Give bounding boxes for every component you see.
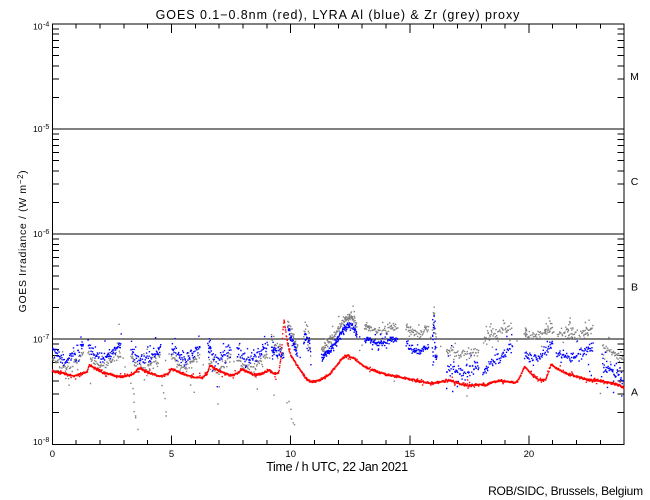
svg-text:ROB/SIDC, Brussels, Belgium: ROB/SIDC, Brussels, Belgium xyxy=(488,484,643,498)
svg-text:0: 0 xyxy=(50,449,55,460)
svg-text:10: 10 xyxy=(33,334,43,344)
svg-text:15: 15 xyxy=(405,449,416,460)
svg-text:10: 10 xyxy=(33,229,43,239)
svg-text:Time / h UTC, 22 Jan 2021: Time / h UTC, 22 Jan 2021 xyxy=(266,460,408,474)
svg-text:GOES Irradiance / (W m−2): GOES Irradiance / (W m−2) xyxy=(16,170,29,313)
svg-text:20: 20 xyxy=(524,449,535,460)
svg-text:10: 10 xyxy=(285,449,296,460)
svg-text:10: 10 xyxy=(33,22,43,32)
svg-text:-8: -8 xyxy=(43,437,49,444)
svg-text:-4: -4 xyxy=(43,21,49,28)
svg-text:-7: -7 xyxy=(43,334,49,341)
svg-text:B: B xyxy=(631,281,638,293)
svg-text:5: 5 xyxy=(169,449,174,460)
svg-text:10: 10 xyxy=(33,437,43,447)
svg-text:M: M xyxy=(630,71,639,83)
svg-text:C: C xyxy=(631,176,639,188)
svg-text:A: A xyxy=(631,386,638,398)
svg-text:-5: -5 xyxy=(43,124,49,131)
svg-text:-6: -6 xyxy=(43,229,49,236)
svg-text:10: 10 xyxy=(33,124,43,134)
svg-text:GOES 0.1−0.8nm (red), LYRA Al: GOES 0.1−0.8nm (red), LYRA Al (blue) & Z… xyxy=(156,8,521,22)
